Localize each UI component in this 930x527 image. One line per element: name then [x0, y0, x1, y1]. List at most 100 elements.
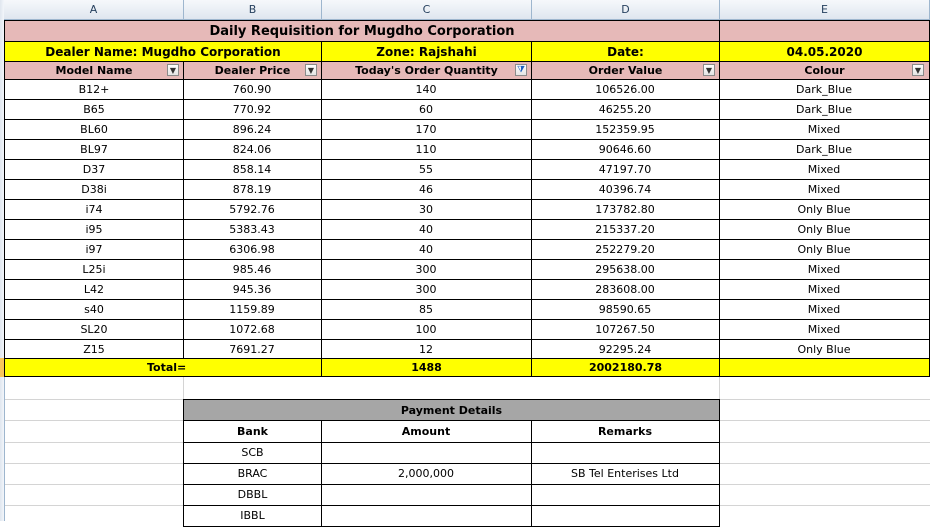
date-label-cell[interactable]: Date: — [531, 41, 720, 62]
cell-colour[interactable]: Only Blue — [719, 339, 930, 360]
payment-cell-remarks[interactable]: SB Tel Enterises Ltd — [531, 463, 720, 485]
cell-dealer-price[interactable]: 1159.89 — [183, 299, 322, 320]
cell-model-name[interactable]: B12+ — [4, 79, 184, 100]
payment-header-remarks[interactable]: Remarks — [531, 420, 720, 443]
cell-colour[interactable]: Mixed — [719, 179, 930, 200]
cell-order-quantity[interactable]: 100 — [321, 319, 532, 340]
cell-order-value[interactable]: 47197.70 — [531, 159, 720, 180]
cell-order-value[interactable]: 92295.24 — [531, 339, 720, 360]
dropdown-arrow-icon[interactable]: ▼ — [305, 64, 317, 76]
payment-header-bank[interactable]: Bank — [183, 420, 322, 443]
cell-dealer-price[interactable]: 7691.27 — [183, 339, 322, 360]
cell-model-name[interactable]: D37 — [4, 159, 184, 180]
column-header-a[interactable]: A — [4, 0, 184, 20]
cell-colour[interactable]: Only Blue — [719, 199, 930, 220]
header-order-value[interactable]: Order Value — [531, 61, 720, 80]
sheet-title[interactable]: Daily Requisition for Mugdho Corporation — [4, 20, 720, 42]
cell-model-name[interactable]: D38i — [4, 179, 184, 200]
payment-cell-remarks[interactable] — [531, 505, 720, 527]
cell-dealer-price[interactable]: 6306.98 — [183, 239, 322, 260]
column-header-d[interactable]: D — [532, 0, 720, 20]
cell-order-value[interactable]: 252279.20 — [531, 239, 720, 260]
total-value-cell[interactable]: 2002180.78 — [531, 358, 720, 377]
payment-cell-bank[interactable]: DBBL — [183, 484, 322, 506]
cell-dealer-price[interactable]: 858.14 — [183, 159, 322, 180]
cell-order-value[interactable]: 106526.00 — [531, 79, 720, 100]
cell-order-quantity[interactable]: 40 — [321, 219, 532, 240]
cell-colour[interactable]: Mixed — [719, 279, 930, 300]
cell-dealer-price[interactable]: 1072.68 — [183, 319, 322, 340]
total-colour-cell[interactable] — [719, 358, 930, 377]
cell-model-name[interactable]: i95 — [4, 219, 184, 240]
dropdown-arrow-icon[interactable]: ▼ — [167, 64, 179, 76]
header-dealer-price[interactable]: Dealer Price — [183, 61, 322, 80]
cell-order-value[interactable]: 215337.20 — [531, 219, 720, 240]
cell-model-name[interactable]: L25i — [4, 259, 184, 280]
payment-cell-bank[interactable]: IBBL — [183, 505, 322, 527]
cell-model-name[interactable]: i97 — [4, 239, 184, 260]
cell-colour[interactable]: Mixed — [719, 259, 930, 280]
payment-cell-amount[interactable] — [321, 505, 532, 527]
cell-dealer-price[interactable]: 985.46 — [183, 259, 322, 280]
cell-colour[interactable]: Dark_Blue — [719, 79, 930, 100]
cell-model-name[interactable]: Z15 — [4, 339, 184, 360]
total-label-cell[interactable]: Total= — [4, 358, 322, 377]
cell-order-quantity[interactable]: 170 — [321, 119, 532, 140]
cell-dealer-price[interactable]: 5383.43 — [183, 219, 322, 240]
cell-colour[interactable]: Mixed — [719, 119, 930, 140]
payment-header-amount[interactable]: Amount — [321, 420, 532, 443]
cell-order-quantity[interactable]: 30 — [321, 199, 532, 220]
cell-colour[interactable]: Mixed — [719, 299, 930, 320]
header-model-name[interactable]: Model Name — [4, 61, 184, 80]
cell-order-quantity[interactable]: 40 — [321, 239, 532, 260]
payment-cell-amount[interactable]: 2,000,000 — [321, 463, 532, 485]
payment-cell-remarks[interactable] — [531, 484, 720, 506]
dealer-name-cell[interactable]: Dealer Name: Mugdho Corporation — [4, 41, 322, 62]
cell-colour[interactable]: Dark_Blue — [719, 139, 930, 160]
cell-order-quantity[interactable]: 300 — [321, 259, 532, 280]
dropdown-arrow-icon[interactable]: ▼ — [912, 64, 924, 76]
cell-colour[interactable]: Dark_Blue — [719, 99, 930, 120]
cell-order-value[interactable]: 40396.74 — [531, 179, 720, 200]
filter-icon[interactable]: ⧩ — [515, 64, 527, 76]
cell-order-quantity[interactable]: 85 — [321, 299, 532, 320]
payment-cell-amount[interactable] — [321, 442, 532, 464]
cell-dealer-price[interactable]: 878.19 — [183, 179, 322, 200]
cell-order-value[interactable]: 295638.00 — [531, 259, 720, 280]
cell-colour[interactable]: Mixed — [719, 319, 930, 340]
cell-order-value[interactable]: 283608.00 — [531, 279, 720, 300]
payment-cell-bank[interactable]: SCB — [183, 442, 322, 464]
cell-model-name[interactable]: i74 — [4, 199, 184, 220]
cell-order-quantity[interactable]: 60 — [321, 99, 532, 120]
column-header-b[interactable]: B — [184, 0, 322, 20]
cell-order-value[interactable]: 90646.60 — [531, 139, 720, 160]
cell-model-name[interactable]: BL97 — [4, 139, 184, 160]
payment-cell-remarks[interactable] — [531, 442, 720, 464]
cell-dealer-price[interactable]: 770.92 — [183, 99, 322, 120]
cell-model-name[interactable]: BL60 — [4, 119, 184, 140]
cell-order-value[interactable]: 98590.65 — [531, 299, 720, 320]
cell-order-value[interactable]: 152359.95 — [531, 119, 720, 140]
cell-dealer-price[interactable]: 5792.76 — [183, 199, 322, 220]
cell-dealer-price[interactable]: 824.06 — [183, 139, 322, 160]
cell-order-quantity[interactable]: 12 — [321, 339, 532, 360]
cell-order-quantity[interactable]: 46 — [321, 179, 532, 200]
header-colour[interactable]: Colour — [719, 61, 930, 80]
cell-model-name[interactable]: SL20 — [4, 319, 184, 340]
cell-dealer-price[interactable]: 945.36 — [183, 279, 322, 300]
cell-colour[interactable]: Only Blue — [719, 239, 930, 260]
title-row-cell-e[interactable] — [719, 20, 930, 42]
cell-order-quantity[interactable]: 140 — [321, 79, 532, 100]
cell-order-value[interactable]: 173782.80 — [531, 199, 720, 220]
cell-model-name[interactable]: L42 — [4, 279, 184, 300]
cell-order-quantity[interactable]: 55 — [321, 159, 532, 180]
payment-cell-amount[interactable] — [321, 484, 532, 506]
cell-order-value[interactable]: 107267.50 — [531, 319, 720, 340]
cell-colour[interactable]: Only Blue — [719, 219, 930, 240]
column-header-e[interactable]: E — [720, 0, 930, 20]
cell-dealer-price[interactable]: 760.90 — [183, 79, 322, 100]
cell-dealer-price[interactable]: 896.24 — [183, 119, 322, 140]
dropdown-arrow-icon[interactable]: ▼ — [703, 64, 715, 76]
cell-order-quantity[interactable]: 300 — [321, 279, 532, 300]
zone-cell[interactable]: Zone: Rajshahi — [321, 41, 532, 62]
